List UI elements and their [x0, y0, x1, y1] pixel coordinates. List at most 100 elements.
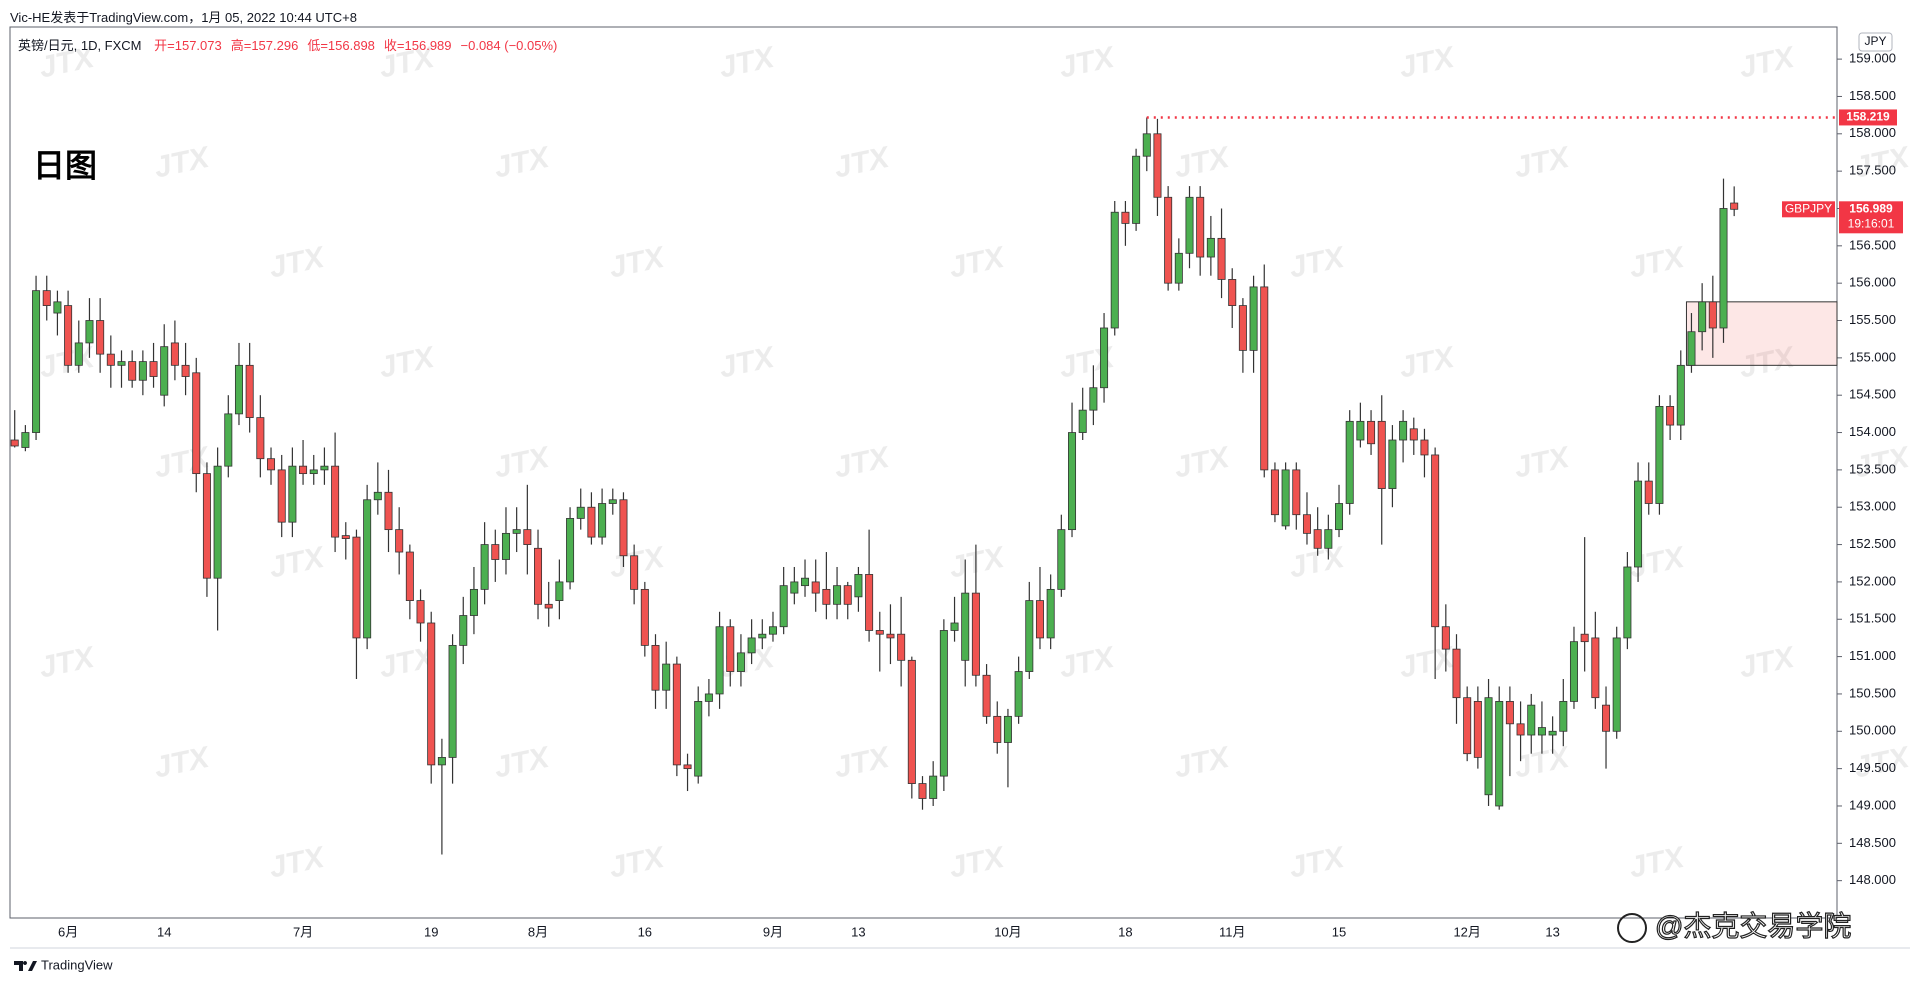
y-tick-label: 159.000 — [1849, 51, 1896, 66]
y-tick-label: 156.000 — [1849, 275, 1896, 290]
y-tick-label: 153.000 — [1849, 499, 1896, 514]
y-tick-label: 148.000 — [1849, 872, 1896, 887]
candle-body — [448, 644, 457, 758]
watermark: JTX — [1171, 140, 1234, 184]
candle-body — [1495, 701, 1504, 807]
candle-body — [1409, 428, 1418, 441]
candle-body — [1602, 704, 1611, 732]
candle-body — [833, 585, 842, 605]
x-tick-label: 13 — [1545, 924, 1559, 939]
watermark: JTX — [946, 840, 1009, 884]
candle-body — [1035, 600, 1044, 639]
candle-body — [1516, 723, 1525, 736]
candle-body — [1473, 701, 1482, 758]
candle-body — [1046, 588, 1055, 639]
candle-body — [1110, 211, 1119, 329]
candle-body — [1228, 279, 1237, 306]
watermark: JTX — [831, 140, 894, 184]
candle-body — [1324, 529, 1333, 549]
candle-body — [822, 588, 831, 605]
y-tick-label: 150.000 — [1849, 723, 1896, 738]
candle-body — [587, 506, 596, 538]
candle-body — [245, 364, 254, 419]
watermark: JTX — [151, 140, 214, 184]
candle-body — [1484, 697, 1493, 796]
candle-body — [1217, 237, 1226, 280]
candle-body — [929, 775, 938, 799]
candle-body — [1719, 208, 1728, 329]
candle-body — [961, 592, 970, 661]
candle-body — [32, 290, 41, 433]
candle-body — [1377, 420, 1386, 489]
candle-body — [1666, 406, 1675, 426]
candle-body — [1644, 480, 1653, 504]
candle-body — [993, 715, 1002, 743]
watermark: JTX — [1396, 340, 1459, 384]
candle-body — [1345, 420, 1354, 504]
credit-icon — [1617, 913, 1647, 943]
candle-body — [117, 361, 126, 366]
candle-body — [363, 499, 372, 639]
watermark: JTX — [1511, 440, 1574, 484]
candle-body — [501, 532, 510, 560]
candle-body — [1014, 671, 1023, 717]
candle-body — [1196, 196, 1205, 258]
x-tick-label: 7月 — [293, 924, 313, 939]
watermark: JTX — [1626, 840, 1689, 884]
candle-body — [939, 630, 948, 777]
candle-body — [1569, 641, 1578, 702]
candle-body — [1580, 633, 1589, 643]
resistance-label: 158.219 — [1846, 110, 1890, 124]
watermark: JTX — [1056, 640, 1119, 684]
watermark: JTX — [716, 340, 779, 384]
candle-body — [555, 581, 564, 601]
y-tick-label: 153.500 — [1849, 461, 1896, 476]
candle-body — [1153, 133, 1162, 198]
watermark: JTX — [36, 640, 99, 684]
candle-body — [950, 622, 959, 631]
watermark: JTX — [1171, 440, 1234, 484]
candle-body — [875, 630, 884, 635]
x-tick-label: 14 — [157, 924, 171, 939]
candle-body — [10, 439, 19, 447]
candle-body — [213, 465, 222, 579]
currency-box — [1858, 32, 1893, 52]
y-tick-label: 151.500 — [1849, 611, 1896, 626]
candle-body — [352, 536, 361, 639]
candle-body — [267, 458, 276, 471]
candle-body — [309, 469, 318, 475]
candle-body — [1367, 420, 1376, 445]
candle-body — [1431, 454, 1440, 628]
watermark: JTX — [266, 240, 329, 284]
x-tick-label: 18 — [1118, 924, 1132, 939]
candle-body — [491, 544, 500, 560]
candle-body — [277, 469, 286, 523]
candle-body — [598, 503, 607, 538]
ohlc-label: 开=157.073 — [154, 38, 222, 53]
watermark: JTX — [1511, 140, 1574, 184]
symbol-label: GBPJPY — [1785, 201, 1832, 215]
candle-body — [1270, 469, 1279, 516]
candle-body — [1559, 701, 1568, 732]
candle-body — [1025, 600, 1034, 672]
y-tick-label: 154.500 — [1849, 387, 1896, 402]
watermark: JTX — [716, 640, 779, 684]
candle-body — [1676, 364, 1685, 426]
candle-body — [1634, 480, 1643, 568]
candle-body — [1292, 469, 1301, 516]
candle-body — [170, 342, 179, 366]
watermark: JTX — [1736, 40, 1799, 84]
y-tick-label: 158.000 — [1849, 125, 1896, 140]
watermark: JTX — [1286, 240, 1349, 284]
y-tick-label: 157.500 — [1849, 163, 1896, 178]
y-tick-label: 158.500 — [1849, 88, 1896, 103]
candle-body — [1132, 155, 1141, 224]
watermark: JTX — [151, 740, 214, 784]
countdown-label: 19:16:01 — [1848, 216, 1895, 230]
candle-body — [566, 518, 575, 583]
candle-body — [1174, 252, 1183, 284]
x-tick-label: 13 — [851, 924, 865, 939]
candle-body — [96, 320, 105, 355]
